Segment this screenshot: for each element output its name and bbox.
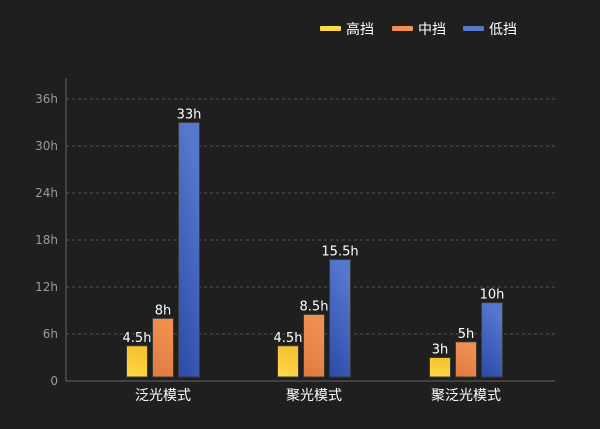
data-label: 10h xyxy=(480,288,505,303)
y-tick-label: 30h xyxy=(35,139,58,153)
data-label: 4.5h xyxy=(123,331,152,346)
legend-label: 中挡 xyxy=(418,22,446,38)
legend-swatch xyxy=(320,26,341,31)
x-category-label: 聚光模式 xyxy=(286,388,342,404)
x-category-label: 泛光模式 xyxy=(135,388,191,404)
y-tick-label: 0 xyxy=(50,374,58,388)
data-label: 8.5h xyxy=(300,299,329,314)
bar-mid xyxy=(303,313,325,378)
legend-swatch xyxy=(463,26,484,31)
bar-low xyxy=(178,122,200,378)
bar-low xyxy=(329,259,351,378)
bar-mid xyxy=(455,341,477,378)
bar-mid xyxy=(152,317,174,378)
data-label: 4.5h xyxy=(274,331,303,346)
data-label: 15.5h xyxy=(321,245,358,260)
bar-low xyxy=(481,302,503,378)
data-label: 5h xyxy=(458,327,475,342)
data-label: 33h xyxy=(177,108,202,123)
bar-high xyxy=(126,345,148,378)
y-tick-label: 36h xyxy=(35,92,58,106)
bar-high xyxy=(429,357,451,378)
y-tick-label: 12h xyxy=(35,280,58,294)
legend-label: 低挡 xyxy=(489,22,517,38)
y-tick-label: 24h xyxy=(35,186,58,200)
legend-label: 高挡 xyxy=(346,21,374,38)
bar-high xyxy=(277,345,299,378)
data-label: 8h xyxy=(155,303,172,318)
y-tick-label: 18h xyxy=(35,233,58,247)
y-tick-label: 6h xyxy=(43,327,58,341)
legend-swatch xyxy=(392,26,413,31)
data-label: 3h xyxy=(432,343,449,358)
x-category-label: 聚泛光模式 xyxy=(431,388,501,404)
